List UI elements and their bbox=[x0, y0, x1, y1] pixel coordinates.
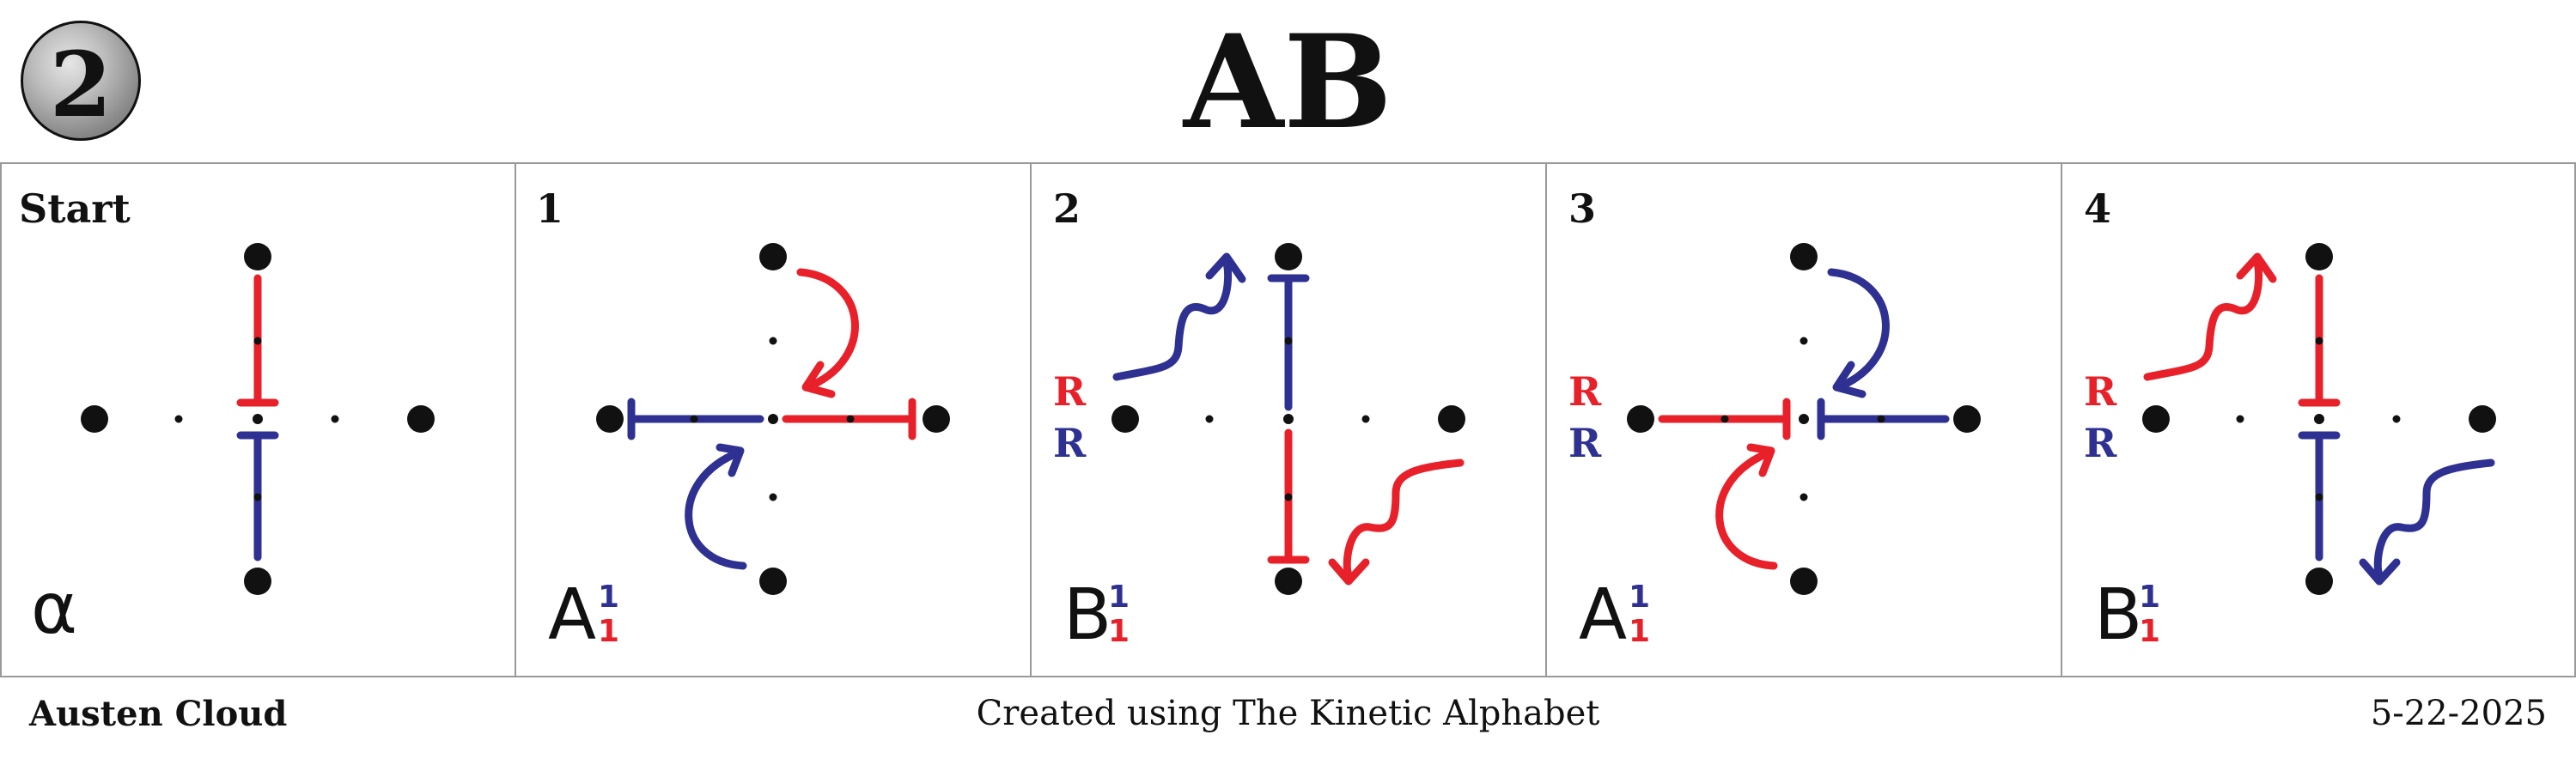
glyph-label: A bbox=[548, 574, 596, 656]
point-center bbox=[2314, 414, 2324, 424]
point-bottom bbox=[1790, 568, 1818, 595]
point-mid bbox=[1800, 337, 1808, 345]
point-bottom bbox=[759, 568, 787, 595]
point-center bbox=[253, 414, 263, 424]
glyph-sub-bottom: 1 bbox=[2139, 614, 2160, 649]
blue-arrowhead bbox=[716, 443, 745, 477]
panel-label: 2 bbox=[1053, 185, 1081, 232]
step-number-badge: 2 bbox=[21, 21, 141, 141]
red-motion-arrow bbox=[2143, 259, 2263, 381]
blue-motion-arrow bbox=[1112, 259, 1233, 381]
panel-step-2: 2 R R B 1 1 bbox=[1053, 185, 1465, 656]
point-right bbox=[407, 405, 435, 433]
glyph-sub-top: 1 bbox=[1108, 580, 1130, 615]
rotation-marker-blue: R bbox=[1053, 420, 1087, 466]
point-right bbox=[1953, 405, 1981, 433]
point-top bbox=[759, 243, 787, 270]
rotation-marker-red: R bbox=[2084, 368, 2117, 415]
page-title: AB bbox=[1183, 7, 1393, 158]
glyph-label: B bbox=[1063, 574, 1111, 656]
rotation-marker-blue: R bbox=[1568, 420, 1602, 466]
point-top bbox=[1790, 243, 1818, 270]
red-arrowhead bbox=[801, 361, 836, 398]
glyph-sub-bottom: 1 bbox=[1629, 614, 1650, 649]
blue-motion-arrow bbox=[685, 448, 747, 570]
point-mid bbox=[1361, 415, 1370, 423]
glyph-sub-top: 1 bbox=[1629, 580, 1650, 615]
point-left bbox=[596, 405, 624, 433]
rotation-marker-blue: R bbox=[2084, 420, 2117, 466]
date-text: 5-22-2025 bbox=[2370, 694, 2547, 733]
panel-step-1: 1 A 1 1 bbox=[536, 185, 950, 656]
panel-frame bbox=[0, 162, 2576, 677]
point-mid bbox=[769, 493, 777, 501]
rotation-marker-red: R bbox=[1053, 368, 1087, 415]
point-bottom bbox=[244, 568, 271, 595]
point-left bbox=[1627, 405, 1654, 433]
red-arrowhead bbox=[1746, 443, 1775, 477]
glyph-sub-bottom: 1 bbox=[598, 614, 619, 649]
glyph-label: A bbox=[1579, 574, 1627, 656]
point-top bbox=[2305, 243, 2333, 270]
point-top bbox=[244, 243, 271, 270]
glyph-label: B bbox=[2094, 574, 2142, 656]
red-motion-arrow bbox=[1715, 448, 1778, 570]
point-mid bbox=[1284, 337, 1293, 345]
blue-arrowhead bbox=[1832, 361, 1867, 398]
red-arrowhead bbox=[2236, 252, 2277, 283]
point-mid bbox=[1800, 493, 1808, 501]
panel-label: 3 bbox=[1568, 185, 1596, 232]
blue-arrowhead bbox=[2359, 558, 2401, 586]
point-mid bbox=[1205, 415, 1214, 423]
glyph-label: α bbox=[31, 568, 77, 650]
glyph-sub-bottom: 1 bbox=[1108, 614, 1130, 649]
point-mid bbox=[2315, 337, 2323, 345]
author-name: Austen Cloud bbox=[29, 694, 288, 734]
point-mid bbox=[174, 415, 183, 423]
panels-svg: Start α 1 bbox=[0, 162, 2576, 677]
panel-step-3: 3 R R A 1 1 bbox=[1568, 185, 1981, 656]
panel-label: Start bbox=[19, 185, 131, 232]
panel-label: 4 bbox=[2084, 185, 2111, 232]
point-mid bbox=[253, 493, 262, 501]
panel-step-4: 4 R R B 1 1 bbox=[2084, 185, 2496, 656]
point-mid bbox=[1284, 493, 1293, 501]
point-center bbox=[1799, 414, 1809, 424]
point-mid bbox=[846, 415, 855, 423]
point-mid bbox=[690, 415, 698, 423]
badge-number: 2 bbox=[49, 32, 113, 137]
point-mid bbox=[1877, 415, 1885, 423]
point-mid bbox=[2236, 415, 2244, 423]
point-left bbox=[81, 405, 108, 433]
point-bottom bbox=[2305, 568, 2333, 595]
point-mid bbox=[331, 415, 339, 423]
red-motion-arrow bbox=[796, 268, 859, 392]
point-right bbox=[1438, 405, 1465, 433]
point-mid bbox=[2315, 493, 2323, 501]
point-center bbox=[768, 414, 778, 424]
glyph-sub-top: 1 bbox=[598, 580, 619, 615]
blue-motion-arrow bbox=[2373, 458, 2495, 579]
point-left bbox=[1111, 405, 1139, 433]
red-motion-arrow bbox=[1343, 458, 1465, 579]
rotation-marker-red: R bbox=[1568, 368, 1602, 415]
credit-text: Created using The Kinetic Alphabet bbox=[976, 694, 1600, 733]
point-mid bbox=[253, 337, 262, 345]
point-right bbox=[2469, 405, 2496, 433]
point-top bbox=[1275, 243, 1302, 270]
panel-start: Start α bbox=[19, 185, 435, 650]
point-mid bbox=[769, 337, 777, 345]
point-center bbox=[1283, 414, 1294, 424]
point-right bbox=[923, 405, 950, 433]
red-arrowhead bbox=[1328, 558, 1370, 586]
blue-arrowhead bbox=[1205, 252, 1246, 283]
panel-strip: Start α 1 bbox=[0, 162, 2576, 677]
blue-motion-arrow bbox=[1827, 268, 1890, 392]
point-mid bbox=[2392, 415, 2401, 423]
glyph-sub-top: 1 bbox=[2139, 580, 2160, 615]
point-mid bbox=[1720, 415, 1729, 423]
point-left bbox=[2142, 405, 2170, 433]
panel-label: 1 bbox=[536, 185, 563, 232]
point-bottom bbox=[1275, 568, 1302, 595]
